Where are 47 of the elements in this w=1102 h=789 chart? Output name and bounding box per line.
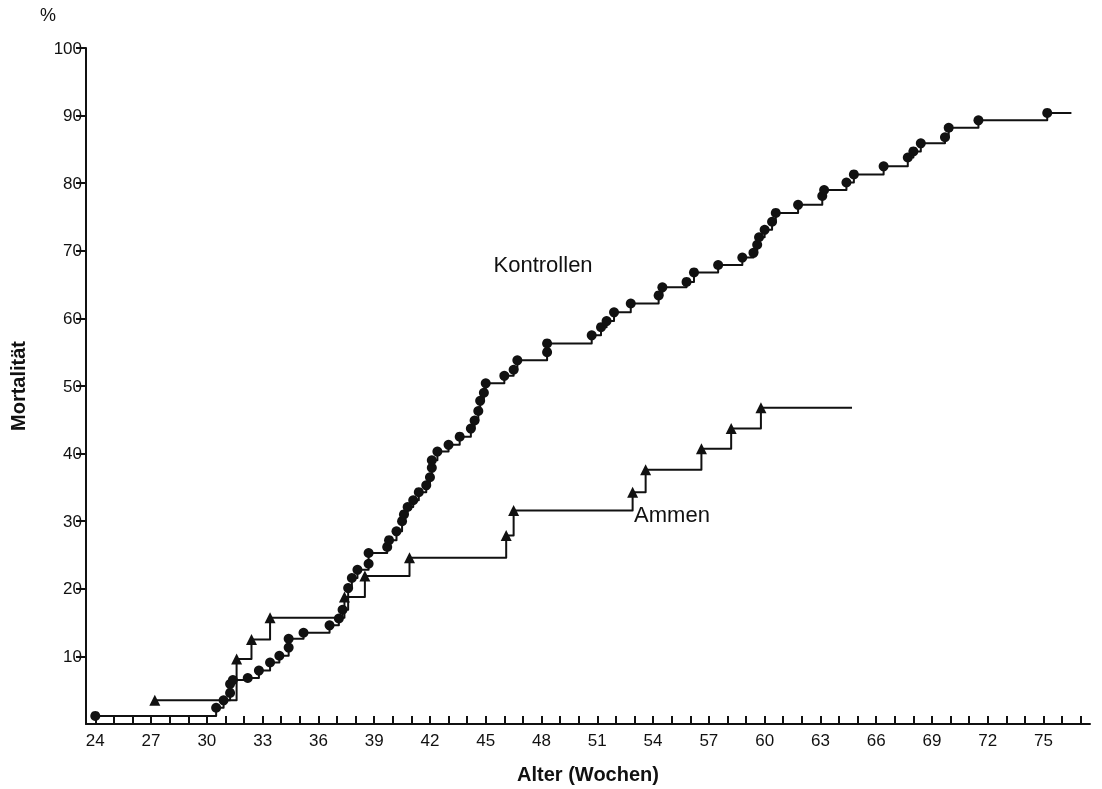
x-tick-label: 33 xyxy=(253,731,273,750)
y-tick-label: 40 xyxy=(63,444,82,464)
point xyxy=(264,612,276,624)
y-tick-label: 10 xyxy=(63,646,82,666)
point xyxy=(695,443,707,455)
text: % xyxy=(40,5,57,25)
y-axis-title: Mortalität xyxy=(7,340,29,431)
x-tick-label: 27 xyxy=(141,731,161,750)
x-tick-label: 66 xyxy=(866,731,886,750)
x-tick-label: 42 xyxy=(420,731,440,750)
x-tick-label: 69 xyxy=(922,731,942,750)
point xyxy=(725,423,737,435)
x-tick-label: 57 xyxy=(699,731,719,750)
point xyxy=(149,694,161,706)
y-tick-label: 20 xyxy=(63,579,82,599)
y-tick-label: 90 xyxy=(63,106,82,126)
point xyxy=(755,402,767,414)
series-label: Ammen xyxy=(634,502,710,528)
x-tick-label: 60 xyxy=(755,731,775,750)
y-tick-label: 80 xyxy=(63,173,82,193)
y-tick-label: 70 xyxy=(63,241,82,261)
x-tick-label: 48 xyxy=(532,731,551,750)
y-tick-label: 60 xyxy=(63,308,82,328)
x-tick-label: 45 xyxy=(476,731,496,750)
x-tick-label: 75 xyxy=(1034,731,1053,750)
x-tick-label: 39 xyxy=(364,731,384,750)
point xyxy=(627,486,639,498)
point xyxy=(508,504,520,516)
x-tick-label: 72 xyxy=(978,731,998,750)
point xyxy=(245,634,257,645)
x-tick-label: 24 xyxy=(85,731,105,750)
point xyxy=(500,529,512,541)
x-tick-label: 54 xyxy=(643,731,663,750)
y-tick-label: 30 xyxy=(63,511,82,531)
point xyxy=(640,464,652,476)
point xyxy=(231,653,243,665)
x-tick-label: 30 xyxy=(197,731,217,750)
x-axis-title: Alter (Wochen) xyxy=(517,763,659,785)
x-tick-label: 51 xyxy=(587,731,607,750)
x-tick-label: 63 xyxy=(810,731,830,750)
y-tick-label: 50 xyxy=(63,376,82,396)
series-label: Kontrollen xyxy=(493,252,593,278)
point xyxy=(404,552,416,564)
point xyxy=(359,570,371,582)
x-tick-label: 36 xyxy=(308,731,328,750)
point xyxy=(338,591,350,603)
y-tick-label: 100 xyxy=(53,38,82,58)
